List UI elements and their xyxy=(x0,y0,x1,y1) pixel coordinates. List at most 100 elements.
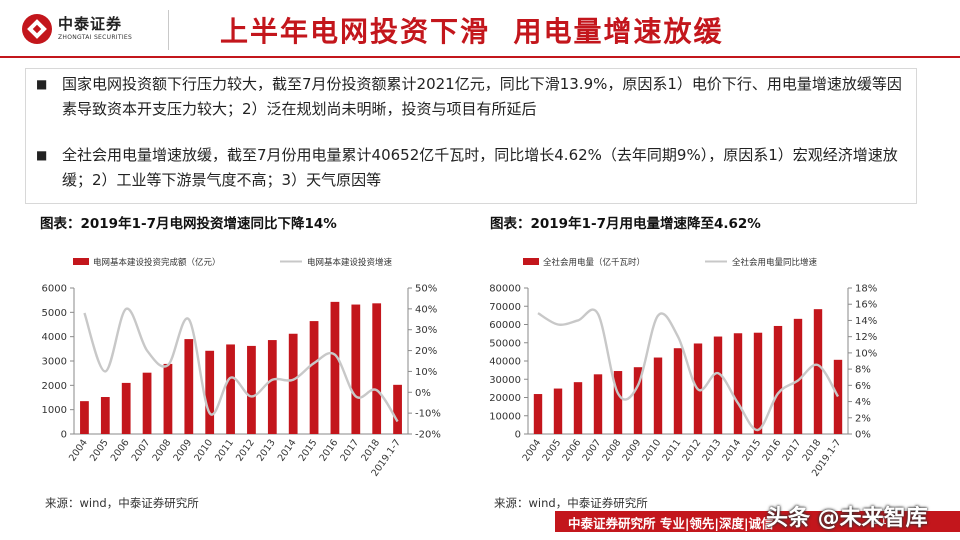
bullet-text: 全社会用电量增速放缓，截至7月份用电量累计40652亿千瓦时，同比增长4.62%… xyxy=(62,146,898,189)
chart-title-power-consumption: 图表：2019年1-7月用电量增速降至4.62% xyxy=(490,216,761,232)
bar xyxy=(613,371,623,434)
bar xyxy=(267,340,277,434)
legend-label: 全社会用电量（亿千瓦时） xyxy=(543,257,645,268)
chart-title-grid-investment: 图表：2019年1-7月电网投资增速同比下降14% xyxy=(40,216,337,232)
bar xyxy=(773,325,783,434)
y-tick-label: 0 xyxy=(515,430,521,441)
x-tick-label: 2014 xyxy=(721,437,744,463)
x-tick-label: 2013 xyxy=(701,437,724,463)
y2-tick-label: 2% xyxy=(855,413,871,424)
power-consumption-chart: 全社会用电量（亿千瓦时） 全社会用电量同比增速 0 10000 20000 30000 40… xyxy=(489,257,877,479)
x-tick-label: 2009 xyxy=(621,437,644,463)
x-tick-label: 2016 xyxy=(318,437,341,463)
y-tick-label: 20000 xyxy=(489,393,521,404)
x-tick-label: 2010 xyxy=(641,437,664,463)
growth-line xyxy=(537,308,840,432)
x-tick-label: 2011 xyxy=(661,437,684,463)
legend-label: 全社会用电量同比增速 xyxy=(732,257,818,268)
y2-tick-label: 50% xyxy=(415,284,437,295)
bar xyxy=(288,333,298,434)
bar xyxy=(813,309,823,434)
chart-source: 来源：wind，中泰证券研究所 xyxy=(45,496,199,510)
bar xyxy=(573,382,583,434)
x-tick-label: 2010 xyxy=(192,437,215,463)
bar xyxy=(100,397,110,434)
logo-name-en: ZHONGTAI SECURITIES xyxy=(58,34,133,41)
brand-logo: 中泰证券 ZHONGTAI SECURITIES xyxy=(22,14,132,44)
x-tick-label: 2007 xyxy=(130,437,153,463)
bullet-square-icon: ■ xyxy=(36,77,48,91)
header-divider xyxy=(168,10,169,50)
bar xyxy=(793,318,803,434)
x-tick-label: 2005 xyxy=(88,437,111,463)
y-tick-label: 50000 xyxy=(489,338,521,349)
x-tick-label: 2015 xyxy=(297,437,320,463)
footer-slogan: 中泰证券研究所 专业|领先|深度|诚信 xyxy=(568,516,774,531)
y-tick-label: 5000 xyxy=(42,308,67,319)
bar xyxy=(833,359,843,434)
y2-tick-label: 6% xyxy=(855,381,871,392)
x-tick-label: 2008 xyxy=(601,437,624,463)
y2-tick-label: 0% xyxy=(415,388,431,399)
y2-tick-label: 12% xyxy=(855,332,877,343)
bar xyxy=(713,336,723,434)
bullet-text: 国家电网投资额下行压力较大，截至7月份投资额累计2021亿元，同比下滑13.9%… xyxy=(62,75,902,118)
x-tick-label: 2007 xyxy=(581,437,604,463)
legend-bar-swatch xyxy=(523,258,539,265)
bar xyxy=(372,303,382,434)
y-tick-label: 80000 xyxy=(489,284,521,295)
x-tick-label: 2009 xyxy=(171,437,194,463)
bar xyxy=(80,401,89,434)
summary-box: ■ 国家电网投资额下行压力较大，截至7月份投资额累计2021亿元，同比下滑13.… xyxy=(25,68,917,204)
bar xyxy=(733,333,743,434)
bar xyxy=(393,384,402,434)
y2-tick-label: 14% xyxy=(855,316,877,327)
bar xyxy=(553,388,563,434)
y2-tick-label: 0% xyxy=(855,430,871,441)
y-tick-label: 10000 xyxy=(489,411,521,422)
bar xyxy=(121,382,131,434)
bar xyxy=(309,321,319,434)
bar xyxy=(205,350,215,434)
y-tick-label: 2000 xyxy=(42,381,67,392)
y-tick-label: 40000 xyxy=(489,357,521,368)
bar xyxy=(163,363,173,434)
x-tick-label: 2005 xyxy=(541,437,564,463)
bar xyxy=(351,304,361,434)
legend-label: 电网基本建设投资完成额（亿元） xyxy=(93,257,221,268)
x-tick-label: 2006 xyxy=(561,437,584,463)
watermark: 头条 @未来智库 xyxy=(766,506,928,531)
x-tick-label: 2004 xyxy=(521,437,544,463)
x-tick-label: 2013 xyxy=(255,437,278,463)
bullet-item: ■ 国家电网投资额下行压力较大，截至7月份投资额累计2021亿元，同比下滑13.… xyxy=(36,72,906,122)
bar xyxy=(330,301,340,434)
y-tick-label: 1000 xyxy=(42,405,67,416)
footer-bar xyxy=(555,511,960,532)
x-tick-label: 2015 xyxy=(741,437,764,463)
logo-name-cn: 中泰证券 xyxy=(58,15,123,33)
x-tick-label: 2011 xyxy=(213,437,236,463)
title-rule xyxy=(0,56,960,58)
growth-line xyxy=(83,307,399,423)
y2-tick-label: 20% xyxy=(415,346,437,357)
y-tick-label: 0 xyxy=(61,430,67,441)
x-tick-label: 2012 xyxy=(681,437,704,463)
y2-tick-label: 18% xyxy=(855,284,877,295)
y-tick-label: 70000 xyxy=(489,302,521,313)
bar xyxy=(673,348,683,434)
y-tick-label: 6000 xyxy=(42,284,67,295)
y-tick-label: 3000 xyxy=(42,357,67,368)
y-tick-label: 4000 xyxy=(42,332,67,343)
bar xyxy=(653,357,663,434)
bar xyxy=(142,372,152,434)
header: 中泰证券 ZHONGTAI SECURITIES 上半年电网投资下滑 用电量增速… xyxy=(0,0,960,56)
legend-bar-swatch xyxy=(73,258,89,265)
x-tick-label: 2017 xyxy=(338,437,361,463)
page-title: 上半年电网投资下滑 用电量增速放缓 xyxy=(220,15,724,48)
grid-investment-chart: 电网基本建设投资完成额（亿元） 电网基本建设投资增速 0 1000 2000 3000 40… xyxy=(42,257,441,479)
y-tick-label: 30000 xyxy=(489,375,521,386)
y2-tick-label: -20% xyxy=(415,430,441,441)
y2-tick-label: 10% xyxy=(855,348,877,359)
y2-tick-label: 30% xyxy=(415,325,437,336)
y2-tick-label: 16% xyxy=(855,300,877,311)
